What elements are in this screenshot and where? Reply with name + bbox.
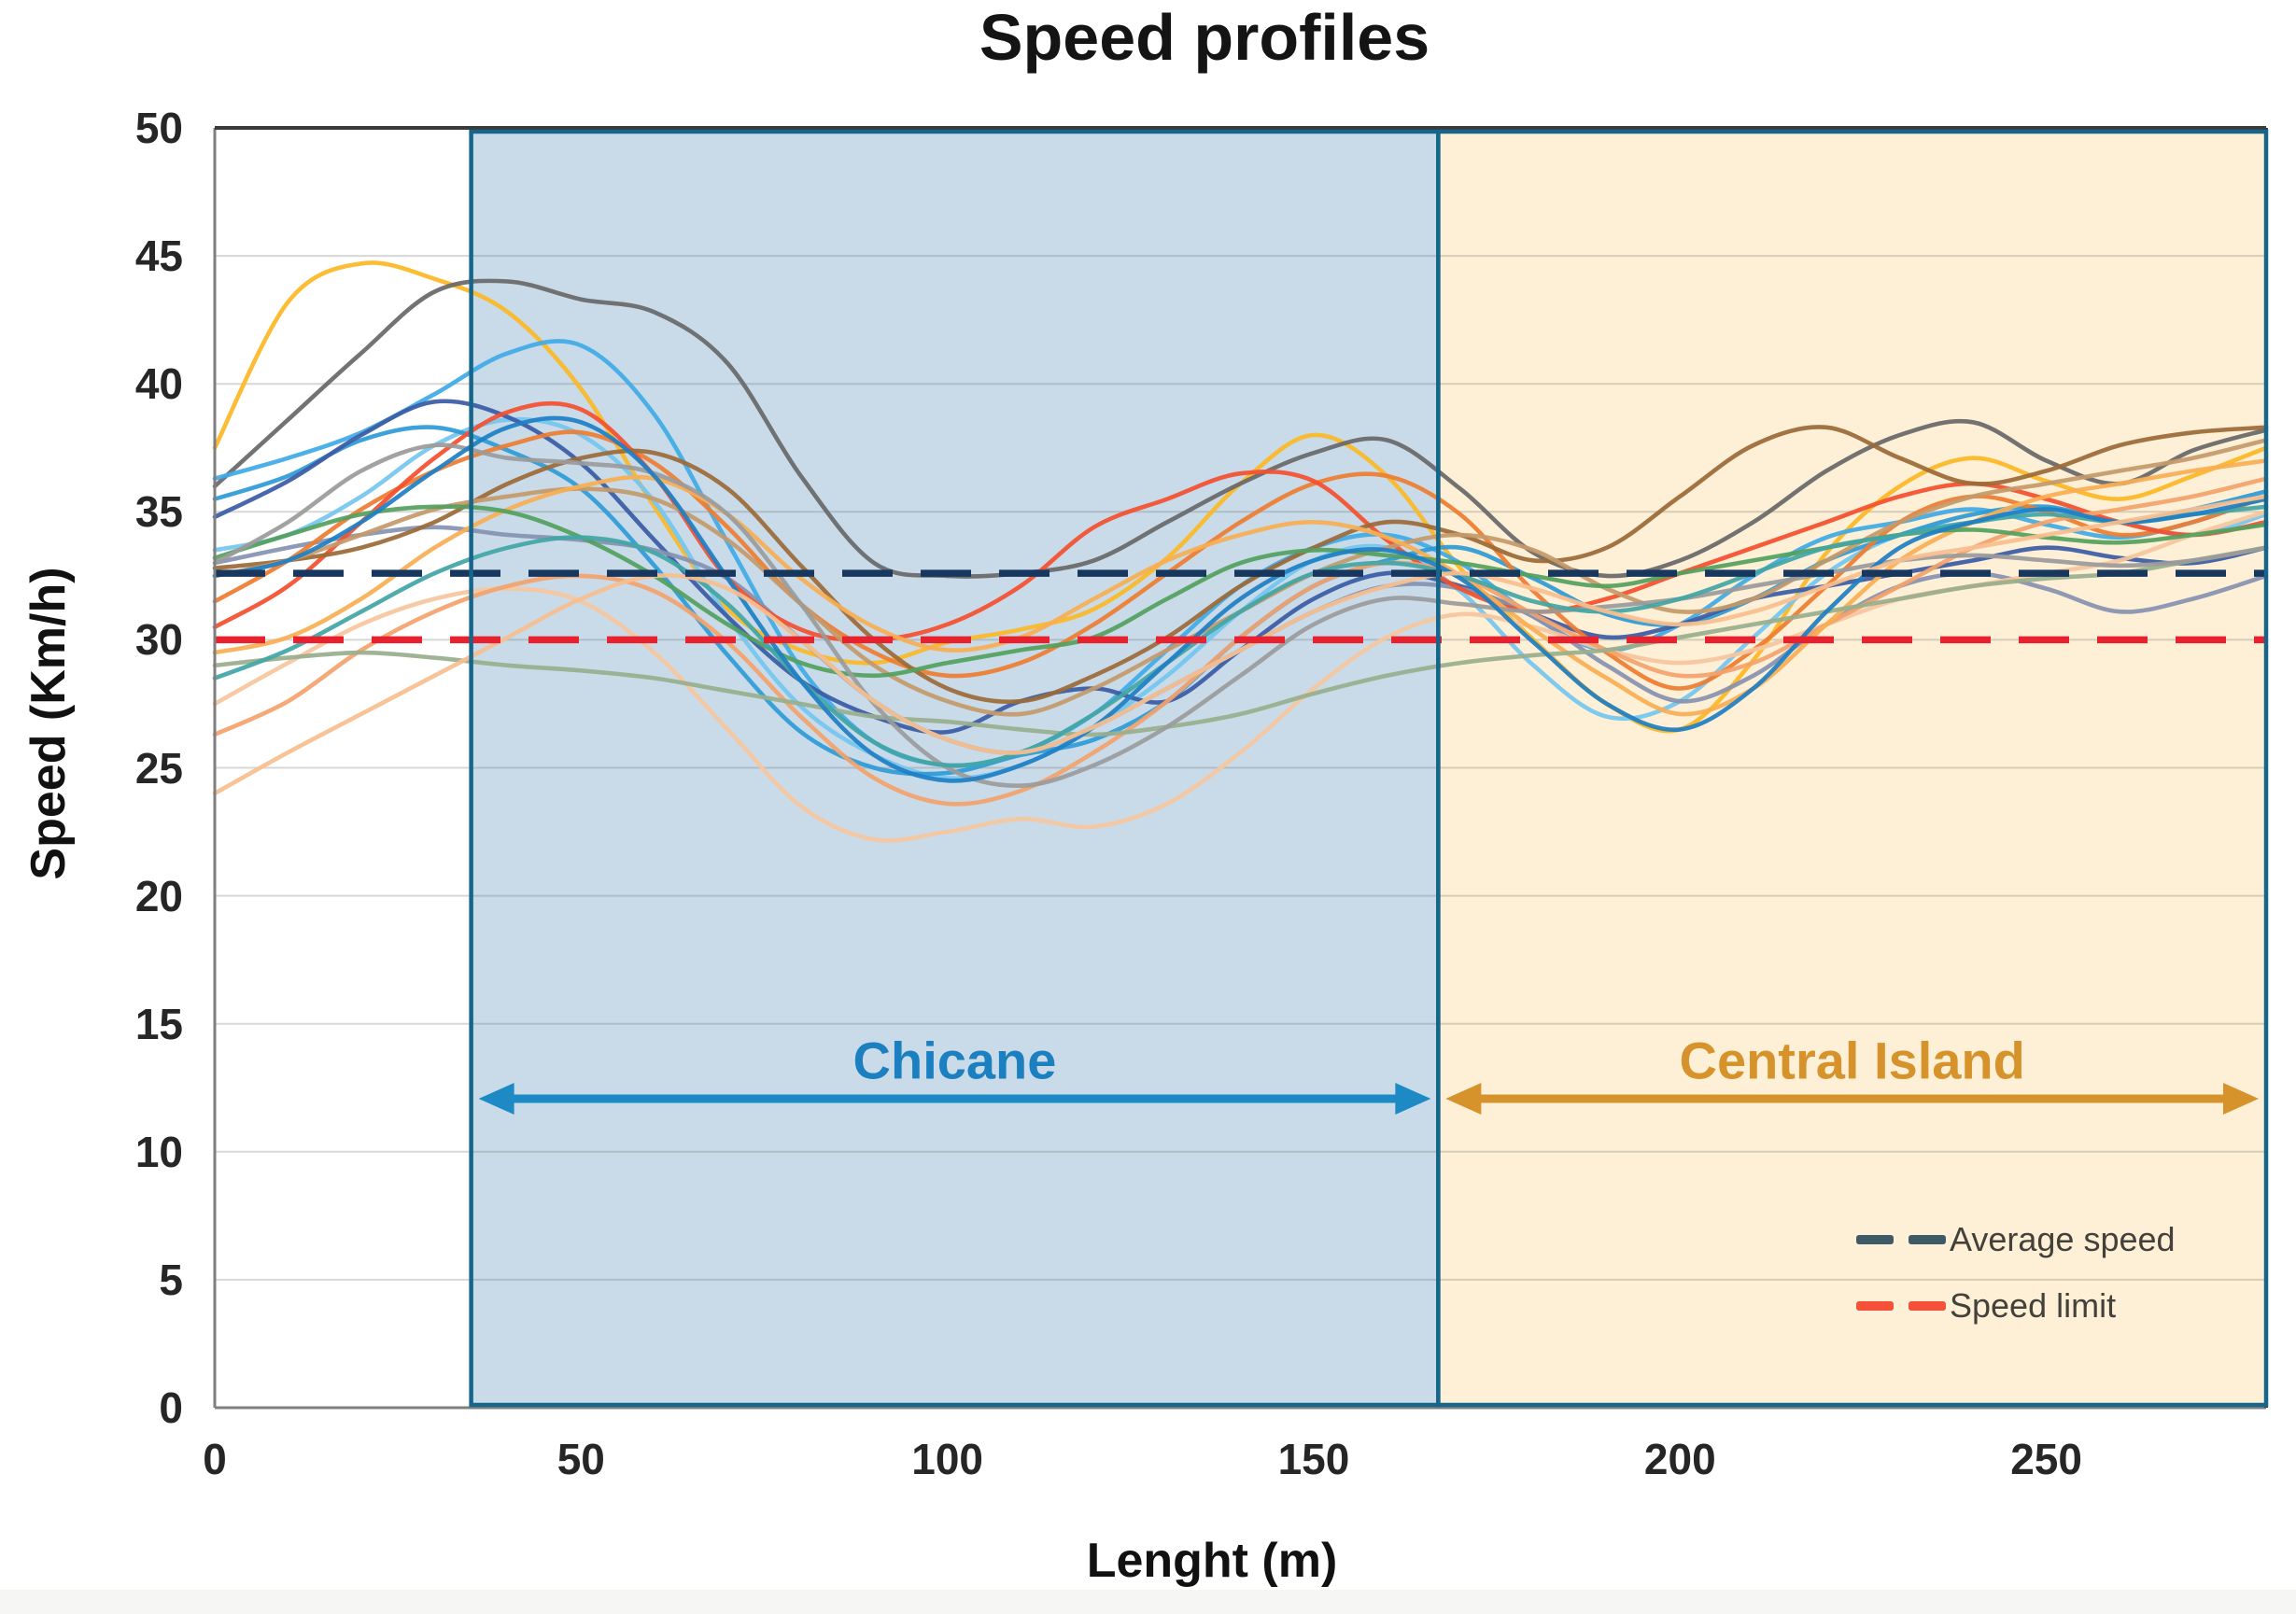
legend-dash-swatch-icon [1909,1234,1946,1244]
series-line [212,504,2269,768]
y-tick-label: 25 [134,743,183,793]
region-fill [471,131,1439,1406]
region-border [1436,129,2269,1408]
legend: Average speed Speed limit [1856,1206,2176,1339]
x-tick-label: 250 [2010,1435,2082,1483]
y-tick-label: 20 [134,871,183,920]
legend-row: Average speed [1856,1206,2176,1272]
region-label: Chicane [852,1031,1057,1090]
x-tick-label: 150 [1277,1435,1350,1483]
y-tick-label: 30 [134,615,183,665]
y-tick-label: 10 [134,1127,183,1176]
legend-label: Speed limit [1950,1285,2117,1325]
arrow-left-head-icon [1445,1083,1482,1115]
series-line [212,458,2269,717]
y-tick-label: 15 [134,999,183,1048]
arrow-left-head-icon [478,1083,514,1115]
legend-dash-swatch-icon [1909,1300,1946,1311]
legend-row: Speed limit [1856,1272,2176,1339]
legend-label: Average speed [1950,1219,2176,1258]
arrow-right-head-icon [1395,1083,1431,1115]
series-line [212,400,2269,642]
y-tick-label: 35 [134,487,183,537]
chart-title: Speed profiles [979,1,1430,74]
series-line [212,494,2269,796]
y-tick-label: 50 [134,104,183,152]
x-tick-label: 50 [556,1435,605,1483]
series-line [212,545,2269,737]
y-tick-label: 45 [134,232,183,281]
series-line [212,415,2269,783]
x-tick-label: 0 [203,1435,227,1483]
y-tick-label: 0 [159,1383,183,1432]
y-tick-label: 5 [159,1255,183,1304]
region-fill [1438,131,2266,1406]
legend-dash-swatch-icon [1856,1234,1894,1244]
y-axis-title: Speed (Km/h) [21,567,76,880]
bottom-strip [0,1590,2296,1614]
x-axis-title: Lenght (m) [1086,1534,1338,1588]
x-tick-label: 100 [911,1435,984,1483]
x-tick-label: 200 [1643,1435,1716,1483]
arrow-right-head-icon [2223,1083,2259,1115]
legend-dash-swatch-icon [1856,1300,1894,1311]
series-line [212,278,2269,579]
y-tick-label: 40 [134,359,183,409]
region-label: Central Island [1679,1031,2025,1090]
